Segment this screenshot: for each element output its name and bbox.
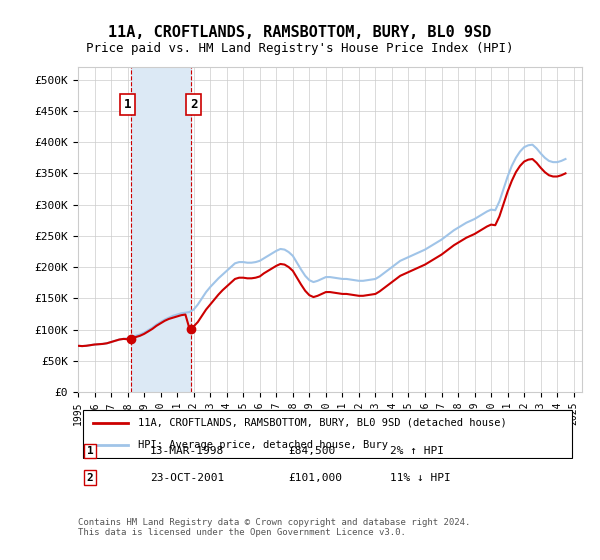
Text: 23-OCT-2001: 23-OCT-2001 [150,473,224,483]
Bar [131,67,191,392]
Text: 2: 2 [190,98,197,111]
Text: 11% ↓ HPI: 11% ↓ HPI [390,473,451,483]
Text: 1: 1 [124,98,131,111]
Text: 11A, CROFTLANDS, RAMSBOTTOM, BURY, BL0 9SD (detached house): 11A, CROFTLANDS, RAMSBOTTOM, BURY, BL0 9… [139,418,507,428]
Text: HPI: Average price, detached house, Bury: HPI: Average price, detached house, Bury [139,440,388,450]
Text: Price paid vs. HM Land Registry's House Price Index (HPI): Price paid vs. HM Land Registry's House … [86,42,514,55]
Text: £84,500: £84,500 [288,446,335,456]
Text: 2% ↑ HPI: 2% ↑ HPI [390,446,444,456]
FancyBboxPatch shape [83,410,572,458]
Text: Contains HM Land Registry data © Crown copyright and database right 2024.
This d: Contains HM Land Registry data © Crown c… [78,518,470,538]
Text: 2: 2 [86,473,94,483]
Text: 13-MAR-1998: 13-MAR-1998 [150,446,224,456]
Text: £101,000: £101,000 [288,473,342,483]
Text: 1: 1 [86,446,94,456]
Text: 11A, CROFTLANDS, RAMSBOTTOM, BURY, BL0 9SD: 11A, CROFTLANDS, RAMSBOTTOM, BURY, BL0 9… [109,25,491,40]
